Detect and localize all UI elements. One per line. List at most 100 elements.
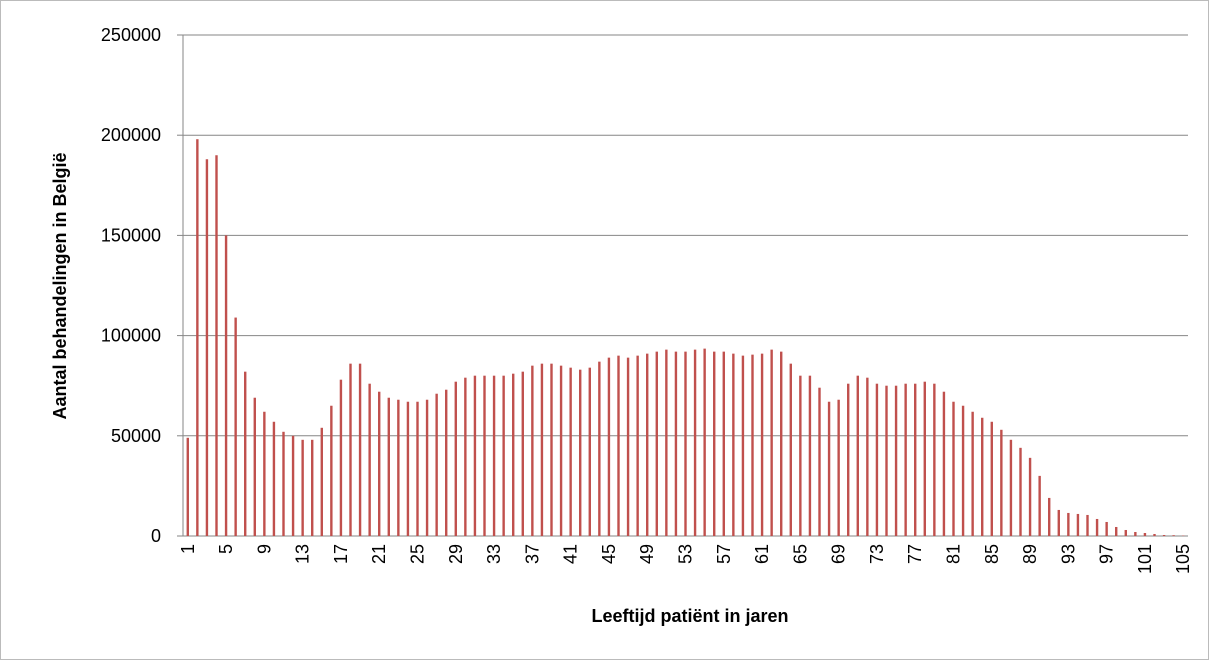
bar	[550, 363, 553, 536]
bar	[492, 375, 496, 536]
bar	[1067, 512, 1070, 536]
bar	[196, 139, 199, 536]
bar	[655, 351, 658, 536]
bar	[741, 355, 745, 536]
bar	[722, 351, 725, 536]
bar	[1162, 534, 1166, 536]
bar	[416, 401, 419, 536]
bar	[387, 397, 390, 536]
bar	[473, 375, 477, 536]
y-tick-label: 150000	[101, 225, 161, 245]
x-tick-label: 37	[522, 544, 542, 564]
bar	[1095, 518, 1099, 536]
bar	[799, 375, 802, 536]
x-tick-label: 21	[369, 544, 389, 564]
bar	[215, 155, 218, 537]
bar	[502, 375, 505, 536]
x-tick-label: 5	[216, 544, 236, 554]
x-tick-label: 29	[446, 544, 466, 564]
x-tick-label: 49	[637, 544, 657, 564]
x-tick-label: 81	[944, 544, 964, 564]
x-tick-label: 77	[905, 544, 925, 564]
x-tick-label: 13	[293, 544, 313, 564]
bar	[1009, 439, 1013, 536]
bar	[674, 351, 678, 536]
bar	[483, 375, 486, 536]
bar	[607, 357, 611, 536]
bar	[808, 375, 812, 536]
x-tick-label: 45	[599, 544, 619, 564]
bar	[732, 353, 735, 536]
bar	[961, 405, 965, 536]
x-tick-label: 69	[829, 544, 849, 564]
bar	[894, 385, 898, 536]
bar	[1038, 475, 1041, 536]
x-tick-label: 85	[982, 544, 1002, 564]
bar	[540, 363, 544, 536]
bar	[1153, 533, 1156, 536]
bar	[588, 367, 591, 536]
bar	[1048, 497, 1051, 536]
bar	[205, 159, 209, 537]
bar	[263, 411, 266, 536]
bar	[1028, 457, 1032, 536]
bar	[942, 391, 946, 536]
bar	[378, 391, 381, 536]
bar	[454, 381, 457, 536]
bar	[751, 354, 754, 536]
bar	[598, 361, 601, 536]
bar	[445, 389, 448, 536]
bar	[904, 383, 907, 536]
bar	[1172, 535, 1175, 536]
bar	[559, 365, 563, 536]
bar	[646, 353, 649, 536]
bar	[780, 351, 783, 536]
bar	[406, 401, 410, 536]
bar	[521, 371, 524, 536]
bar	[1000, 429, 1003, 536]
bar	[1134, 531, 1137, 536]
bar	[952, 401, 955, 536]
bar	[684, 351, 687, 536]
bar	[923, 381, 926, 536]
y-tick-label: 0	[151, 526, 161, 546]
bar	[349, 363, 352, 536]
bar	[320, 427, 323, 536]
bar	[636, 355, 639, 536]
x-tick-label: 105	[1173, 544, 1193, 574]
bar	[770, 349, 773, 536]
x-axis-label: Leeftijd patiënt in jaren	[591, 606, 788, 626]
bar	[703, 348, 706, 536]
bar	[330, 405, 333, 536]
bar	[990, 421, 993, 536]
bar	[531, 365, 534, 536]
bar	[971, 411, 974, 536]
y-tick-label: 200000	[101, 125, 161, 145]
x-tick-label: 97	[1097, 544, 1117, 564]
bar	[272, 421, 276, 536]
bar	[856, 375, 859, 536]
bar	[358, 363, 362, 536]
x-tick-label: 17	[331, 544, 351, 564]
bar	[1076, 513, 1080, 536]
bar	[760, 353, 764, 536]
bar	[425, 399, 429, 536]
bar	[827, 401, 831, 536]
bar	[713, 351, 716, 536]
bar	[789, 363, 792, 536]
x-tick-label: 73	[867, 544, 887, 564]
bar	[253, 397, 256, 536]
bar	[186, 437, 189, 536]
x-tick-label: 25	[408, 544, 428, 564]
bar	[933, 383, 936, 536]
bar	[579, 369, 582, 536]
bar	[291, 435, 295, 536]
bar	[569, 367, 572, 536]
bar	[885, 385, 888, 536]
bar	[1143, 532, 1147, 536]
bar	[282, 431, 285, 536]
bar	[1124, 529, 1127, 536]
bar	[311, 439, 314, 536]
bar	[368, 383, 371, 536]
